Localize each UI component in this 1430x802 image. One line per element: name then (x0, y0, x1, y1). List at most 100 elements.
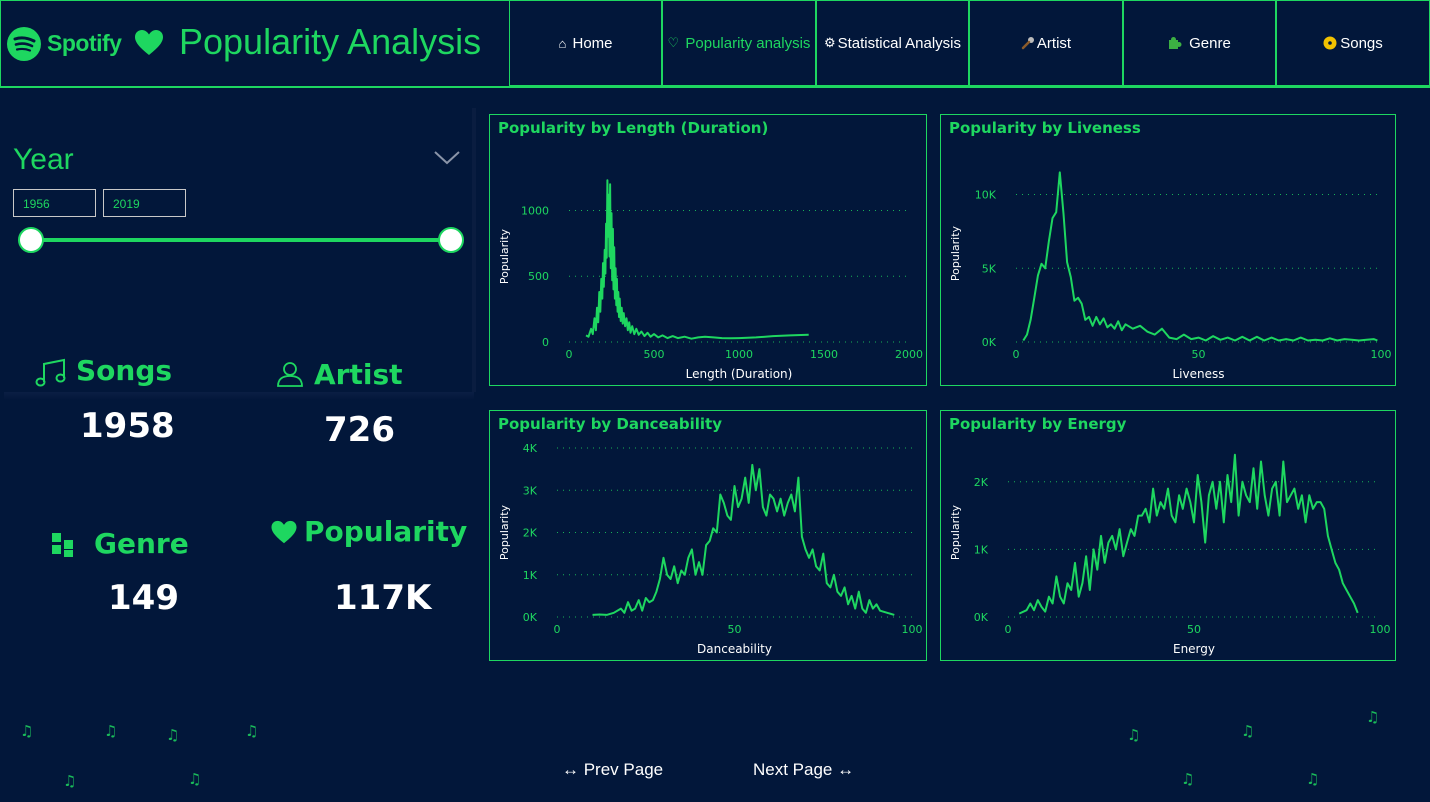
chart-title: Popularity by Length (Duration) (498, 119, 769, 137)
tab-artist[interactable]: Artist (969, 0, 1123, 86)
grid-icon (52, 533, 73, 557)
y-tick-label: 1000 (521, 204, 549, 217)
music-note-icon (35, 358, 66, 387)
y-axis-label: Popularity (949, 504, 962, 560)
x-tick-label: 50 (728, 623, 742, 636)
y-tick-label: 0K (523, 611, 538, 624)
y-tick-label: 1K (523, 569, 538, 582)
heart-outline-icon: ♡ (667, 35, 680, 50)
kpi-artist-label: Artist (314, 358, 403, 391)
x-tick-label: 100 (1371, 348, 1392, 361)
prev-page-button[interactable]: ↔ Prev Page (562, 760, 664, 779)
chart-popularity-by-duration: 0 500 1000 0 500 1000 1500 2000 Length (Duration… (498, 179, 923, 381)
music-note-icon: ♫ (20, 722, 34, 740)
x-tick-label: 0 (1005, 623, 1012, 636)
tab-statistical-analysis[interactable]: ⚙ Statistical Analysis (816, 0, 969, 86)
house-icon: ⌂ (558, 35, 567, 51)
x-axis-label: Length (Duration) (686, 367, 793, 381)
y-tick-label: 10K (975, 189, 997, 202)
tab-popularity-analysis[interactable]: ♡ Popularity analysis (662, 0, 816, 86)
tab-genre[interactable]: Genre (1123, 0, 1276, 86)
x-tick-label: 1500 (810, 348, 838, 361)
music-note-icon: ♫ (1127, 726, 1141, 744)
chart-title: Popularity by Danceability (498, 415, 722, 433)
x-tick-label: 50 (1187, 623, 1201, 636)
y-axis-label: Popularity (498, 504, 511, 560)
user-icon (277, 362, 303, 387)
y-tick-label: 0 (542, 336, 549, 349)
chart-popularity-by-danceability: 0K 1K 2K 3K 4K 0 50 100 Danceability Popularity (498, 442, 923, 656)
microphone-icon (1021, 37, 1034, 50)
tab-songs[interactable]: Songs (1276, 0, 1430, 86)
chart-card-liveness[interactable]: Popularity by Liveness 0K 5K 10K 0 50 100 Live… (940, 114, 1396, 386)
next-page-button[interactable]: Next Page ↔ (753, 760, 855, 779)
year-from-input[interactable]: 1956 (13, 189, 96, 217)
tab-genre-label: Genre (1189, 34, 1231, 52)
slicer-divider (4, 392, 474, 400)
chart-popularity-by-energy: 0K 1K 2K 0 50 100 Energy Popularity (949, 453, 1391, 656)
x-tick-label: 0 (554, 623, 561, 636)
tab-home-label: Home (572, 34, 613, 52)
page-title: Popularity Analysis (179, 21, 482, 62)
x-tick-label: 500 (644, 348, 665, 361)
x-tick-label: 0 (1013, 348, 1020, 361)
music-note-icon: ♫ (1366, 708, 1380, 726)
x-axis-label: Danceability (697, 642, 772, 656)
y-tick-label: 0K (982, 336, 997, 349)
music-note-icon: ♫ (245, 722, 259, 740)
x-tick-label: 50 (1192, 348, 1206, 361)
chart-popularity-by-liveness: 0K 5K 10K 0 50 100 Liveness Popularity (949, 171, 1392, 381)
tab-statistical-analysis-label: Statistical Analysis (837, 34, 962, 52)
x-tick-label: 100 (902, 623, 923, 636)
tab-songs-label: Songs (1340, 34, 1383, 52)
y-tick-label: 2K (974, 476, 989, 489)
series-line (585, 179, 809, 340)
tab-popularity-analysis-label: Popularity analysis (685, 34, 811, 52)
kpi-popularity-label: Popularity (304, 515, 468, 548)
series-line (592, 463, 895, 616)
chart-card-danceability[interactable]: Popularity by Danceability 0K 1K 2K 3K 4K 0 50… (489, 410, 927, 661)
x-tick-label: 0 (566, 348, 573, 361)
kpi-songs-value: 1958 (80, 406, 175, 446)
x-axis-label: Liveness (1173, 367, 1225, 381)
kpi-songs-label: Songs (76, 354, 173, 387)
music-note-icon: ♫ (1181, 770, 1195, 788)
slicer-title: Year (13, 143, 74, 176)
spotify-logo-icon (7, 27, 41, 61)
y-tick-label: 4K (523, 442, 538, 455)
year-slider-track[interactable] (31, 238, 451, 242)
heart-icon (135, 30, 163, 55)
chart-title: Popularity by Energy (949, 415, 1127, 433)
puzzle-icon (1169, 36, 1182, 49)
chart-card-energy[interactable]: Popularity by Energy 0K 1K 2K 0 50 100 Energy P… (940, 410, 1396, 661)
year-to-input[interactable]: 2019 (103, 189, 186, 217)
music-note-icon: ♫ (1306, 770, 1320, 788)
year-slider-end-handle[interactable] (438, 227, 464, 253)
tab-home[interactable]: ⌂ Home (509, 0, 662, 86)
music-note-icon: ♫ (166, 726, 180, 744)
spotify-logo: Spotify (7, 27, 122, 63)
y-tick-label: 0K (974, 611, 989, 624)
x-axis-label: Energy (1173, 642, 1215, 656)
kpi-genre-label: Genre (94, 527, 189, 560)
tab-artist-label: Artist (1036, 34, 1072, 52)
y-tick-label: 5K (982, 262, 997, 275)
music-note-icon: ♫ (104, 722, 118, 740)
kpi-genre-value: 149 (108, 578, 179, 618)
music-note-icon: ♫ (63, 772, 77, 790)
y-axis-label: Popularity (949, 225, 962, 281)
kpi-artist-value: 726 (324, 410, 395, 450)
chart-title: Popularity by Liveness (949, 119, 1141, 137)
y-axis-label: Popularity (498, 228, 511, 284)
x-tick-label: 2000 (895, 348, 923, 361)
year-slider-start-handle[interactable] (18, 227, 44, 253)
disc-icon (1323, 36, 1337, 50)
series-line (1022, 171, 1378, 342)
y-tick-label: 3K (523, 484, 538, 497)
heart-icon (271, 520, 297, 544)
chart-card-duration[interactable]: Popularity by Length (Duration) 0 500 1000… (489, 114, 927, 386)
y-tick-label: 500 (528, 270, 549, 283)
chevron-down-icon[interactable] (433, 150, 461, 166)
x-tick-label: 1000 (725, 348, 753, 361)
brand-area: Spotify Popularity Analysis (0, 0, 509, 86)
